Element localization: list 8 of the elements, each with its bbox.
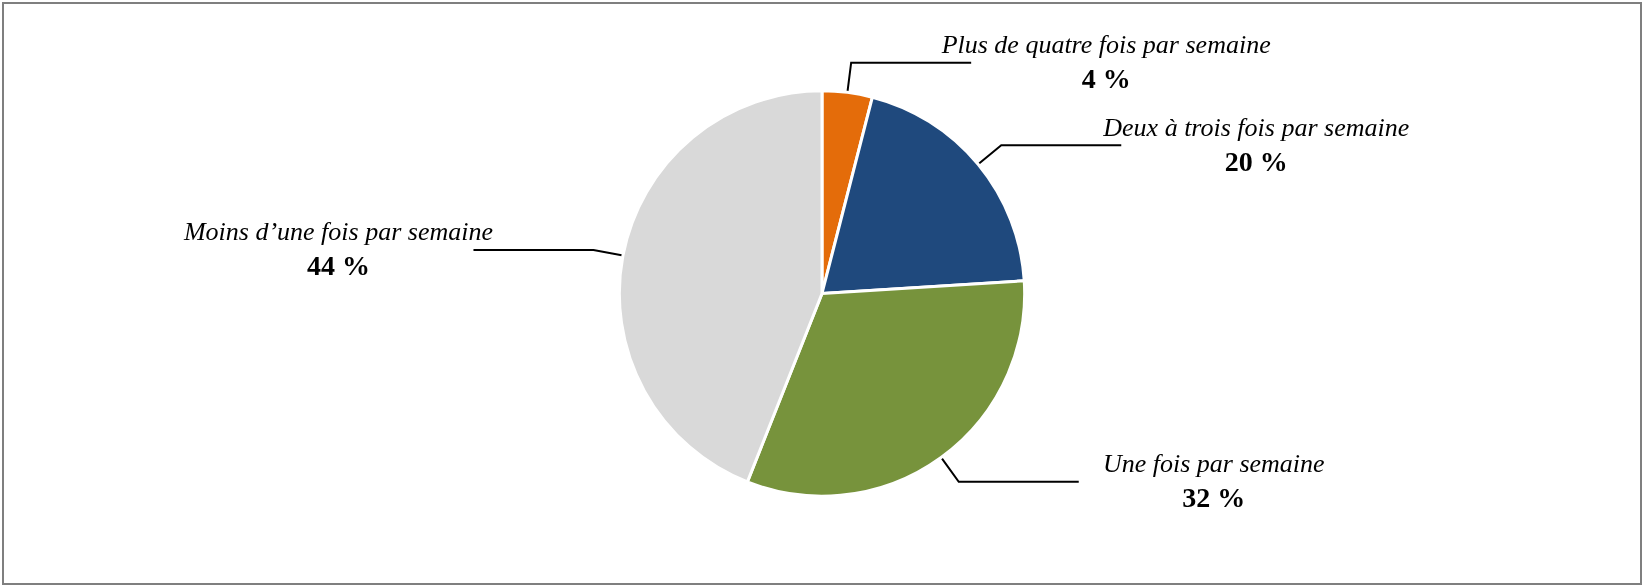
data-label: 4 % [1081,63,1131,95]
slice-label: Une fois par semaine [1102,449,1325,479]
slice-label: Deux à trois fois par semaine [1102,112,1410,142]
slice-label: Plus de quatre fois par semaine [940,30,1271,60]
data-label: 32 % [1182,482,1246,514]
data-label: 20 % [1224,145,1288,177]
slice-label: Moins d’une fois par semaine [182,217,494,247]
data-label: 44 % [306,250,370,282]
